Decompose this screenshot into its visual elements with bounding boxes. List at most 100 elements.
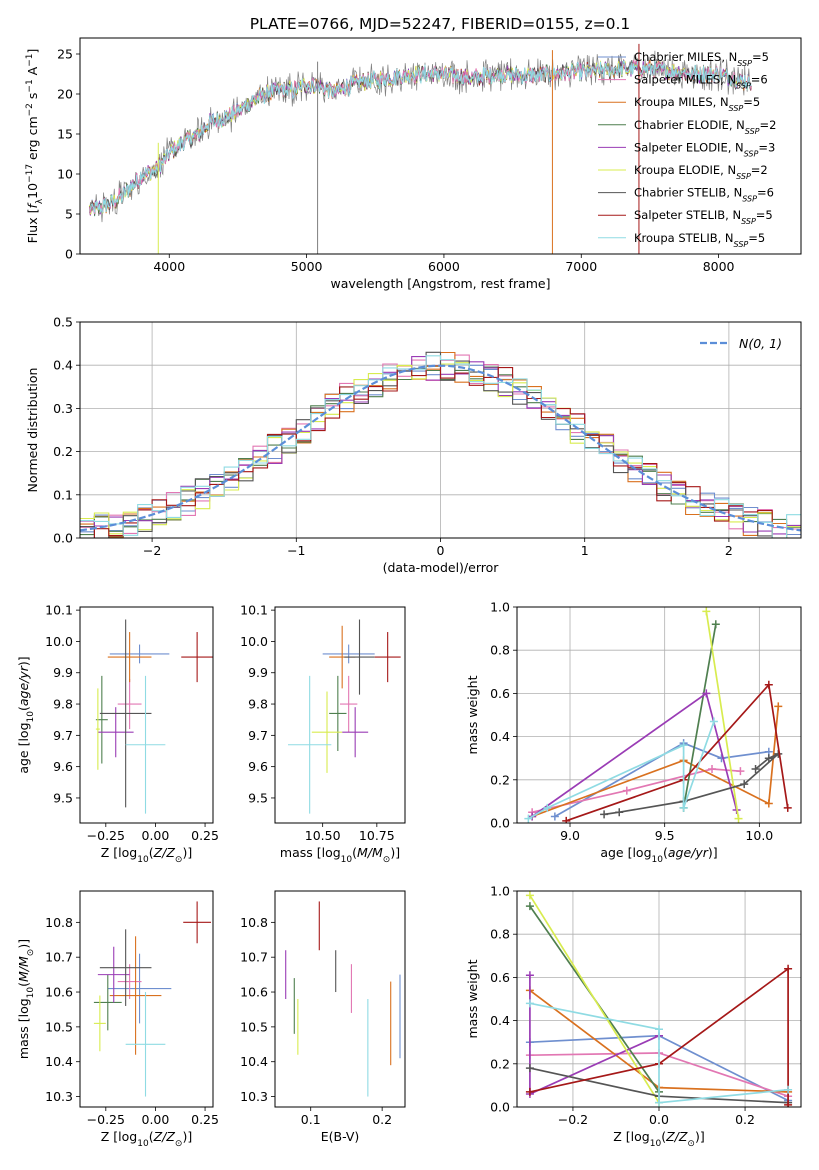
plot-area	[525, 891, 793, 1107]
y-axis-label: Normed distribution	[25, 368, 40, 493]
x-axis-label-part: ⊙	[383, 855, 391, 865]
y-tick-label: 10.4	[240, 1054, 268, 1069]
residual-histogram-step	[80, 355, 801, 538]
y-axis-label-part: (	[16, 706, 31, 711]
y-tick-label: 0.0	[53, 531, 73, 546]
mass-weight-marker	[600, 810, 609, 819]
x-tick-label: 10.75	[359, 828, 395, 843]
legend-entry-name: Chabrier STELIB, N	[634, 186, 742, 200]
panel-mass_vs_ebv: 0.1 0.2 10.3 10.4 10.5 10.6 10.7 10.8 E(B-V)	[240, 890, 406, 1144]
mass-weight-marker	[525, 971, 534, 980]
legend-entry: Chabrier ELODIE, NSSP=2	[634, 118, 776, 136]
x-axis-label-part: Z/Z	[153, 845, 176, 860]
mass-weight-marker	[711, 620, 720, 629]
x-tick-label: 0.25	[191, 828, 219, 843]
mass-weight-marker	[784, 964, 793, 973]
x-tick-label: 0.25	[191, 1112, 219, 1127]
panel-massweight_vs_Z: −0.2 0.0 0.2 0.0 0.2 0.4 0.6 0.8 1.0 Z [log10(Z/Z…	[465, 884, 802, 1149]
y-axis-label-part: −1	[25, 53, 35, 66]
plot-area	[93, 901, 212, 1097]
mass-weight-marker	[740, 780, 749, 789]
plot-area	[285, 901, 401, 1097]
y-axis-label-part: age [log	[16, 722, 31, 773]
x-tick-label: 1	[581, 543, 589, 558]
y-axis-label-part: 10	[26, 987, 36, 999]
mass-weight-marker	[764, 799, 773, 808]
x-axis-label: age [log10(age/yr)]	[600, 845, 717, 865]
y-axis-label-part: 10	[26, 711, 36, 723]
y-tick-label: 0.2	[53, 444, 73, 459]
legend-entry-sub: SSP	[741, 217, 756, 226]
plot-area	[80, 351, 801, 538]
x-axis-label-part: Z [log	[613, 1129, 649, 1144]
x-axis-label-part: 10	[137, 855, 149, 865]
y-tick-label: 9.6	[248, 759, 268, 774]
x-axis-label-part: (	[661, 1129, 666, 1144]
legend-entry: Kroupa ELODIE, NSSP=2	[634, 163, 768, 181]
y-tick-label: 9.8	[248, 697, 268, 712]
x-tick-label: 0.00	[142, 1112, 170, 1127]
x-tick-label: 6000	[428, 259, 460, 274]
y-tick-label: 0.1	[53, 487, 73, 502]
y-tick-label: 9.6	[53, 759, 73, 774]
page-title: PLATE=0766, MJD=52247, FIBERID=0155, z=0…	[250, 15, 631, 33]
mass-weight-marker	[615, 808, 624, 817]
x-axis-label-part: Z [log	[101, 1129, 137, 1144]
y-tick-label: 9.7	[248, 728, 268, 743]
legend-entry-value: =6	[751, 73, 768, 87]
y-axis-label-part: −17	[25, 164, 35, 183]
legend-entry-name: Salpeter STELIB, N	[634, 208, 741, 222]
mass-weight-marker	[702, 607, 711, 616]
y-tick-label: 10	[57, 167, 73, 182]
y-tick-label: 1.0	[490, 884, 510, 899]
y-tick-label: 9.5	[248, 790, 268, 805]
x-tick-label: 10.50	[305, 828, 341, 843]
legend-entry-value: =5	[748, 231, 765, 245]
x-axis-label-part: age/yr	[668, 845, 709, 860]
y-tick-label: 10.0	[45, 634, 73, 649]
x-axis-label-part: ⊙	[175, 1139, 183, 1149]
y-tick-label: 0.6	[490, 970, 510, 985]
panel-age_vs_Z: −0.25 0.00 0.25 9.5 9.6 9.7 9.8 9.9 10.0 10.1 Z [l…	[16, 603, 219, 865]
y-axis-label-part: Normed distribution	[25, 368, 40, 493]
x-tick-label: 2	[725, 543, 733, 558]
panel-age_vs_mass: 10.50 10.75 9.5 9.6 9.7 9.8 9.9 10.0 10.1 mass [l…	[240, 603, 406, 865]
x-axis-label-part: 10	[650, 1139, 662, 1149]
legend-entry-value: =6	[757, 186, 774, 200]
panel-spectrum: 4000 5000 6000 7000 8000 0 5 10 15 20 25 wavelength…	[25, 37, 802, 291]
mass-weight-marker	[525, 1087, 534, 1096]
y-axis-label-part: s	[25, 93, 40, 104]
y-tick-label: 15	[57, 127, 73, 142]
x-axis-label-part: (	[149, 1129, 154, 1144]
x-tick-label: −1	[287, 543, 305, 558]
legend-entry: Salpeter MILES, NSSP=6	[634, 73, 768, 91]
y-axis-label: mass weight	[465, 959, 480, 1038]
x-axis-label-part: (data-model)/error	[383, 560, 500, 575]
x-axis-label-part: 10	[341, 855, 353, 865]
mass-weight-marker	[783, 803, 792, 812]
y-axis-label: mass weight	[465, 675, 480, 754]
y-axis-label: age [log10(age/yr)]	[16, 656, 36, 773]
mass-weight-line	[565, 682, 789, 822]
y-axis-label-part: erg cm	[25, 116, 40, 164]
x-axis-label: E(B-V)	[321, 1129, 360, 1144]
y-tick-label: 9.5	[53, 790, 73, 805]
legend-entry-value: =3	[758, 140, 775, 154]
y-axis-label-part: M/M	[16, 956, 31, 982]
x-axis-label-part: mass [log	[280, 845, 341, 860]
x-tick-label: 0.2	[735, 1112, 755, 1127]
x-axis-label-part: )]	[182, 845, 192, 860]
legend-entry-sub: SSP	[744, 149, 759, 158]
y-tick-label: 10.7	[45, 950, 73, 965]
mass-weight-marker	[784, 1100, 793, 1107]
y-axis-label: mass [log10(M/M⊙)]	[16, 939, 36, 1059]
panel-residuals: −2 −1 0 1 2 0.0 0.1 0.2 0.3 0.4 0.5 (data-model)/er…	[25, 315, 802, 575]
y-tick-label: 10.3	[45, 1089, 73, 1104]
x-axis-label-part: M/M	[357, 845, 383, 860]
x-axis-label-part: ⊙	[175, 855, 183, 865]
legend-entry-sub: SSP	[742, 194, 757, 203]
x-axis-label-part: Z/Z	[665, 1129, 688, 1144]
x-tick-label: 10.0	[745, 828, 773, 843]
legend-entry: Chabrier STELIB, NSSP=6	[634, 186, 774, 204]
